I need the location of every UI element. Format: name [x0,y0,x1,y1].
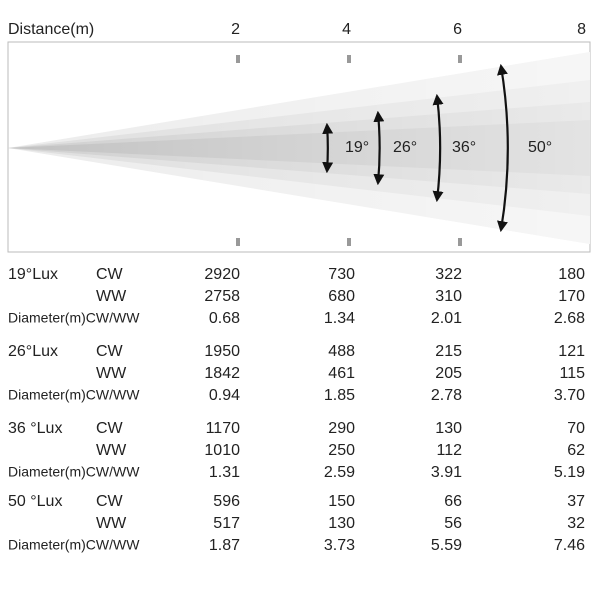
cell-value: 2.01 [431,310,462,327]
distance-label: Distance(m) [8,21,94,38]
cell-value: 2.78 [431,387,462,404]
row-label: Diameter(m)CW/WW [8,387,140,403]
cell-value: 180 [558,266,585,283]
cell-value: 290 [328,420,355,437]
cell-value: 2.68 [554,310,585,327]
group-label: 26°Lux [8,343,58,360]
cell-value: 730 [328,266,355,283]
beam-angle-label: 50° [528,139,552,156]
cell-value: 150 [328,493,355,510]
row-label: WW [96,515,127,532]
cell-value: 1170 [206,420,241,437]
row-label: CW [96,493,124,510]
cell-value: 1010 [204,442,240,459]
row-label: Diameter(m)CW/WW [8,464,140,480]
cell-value: 37 [567,493,585,510]
cell-value: 0.94 [209,387,240,404]
cell-value: 205 [435,365,462,382]
beam-angle-label: 26° [393,139,417,156]
row-label: CW [96,343,124,360]
cell-value: 461 [328,365,355,382]
distance-value: 8 [577,21,586,38]
cell-value: 1.34 [324,310,355,327]
row-label: CW [96,266,124,283]
row-label: WW [96,442,127,459]
beam-angle-label: 19° [345,139,369,156]
cell-value: 115 [559,365,585,382]
cell-value: 5.19 [554,464,585,481]
distance-value: 2 [231,21,240,38]
cell-value: 2758 [204,288,240,305]
cell-value: 112 [436,442,462,459]
distance-value: 4 [342,21,351,38]
distance-value: 6 [453,21,462,38]
cell-value: 2920 [204,266,240,283]
cell-value: 0.68 [209,310,240,327]
cell-value: 1.31 [209,464,240,481]
cell-value: 517 [213,515,240,532]
cell-value: 121 [558,343,585,360]
cell-value: 1.87 [209,537,240,554]
cell-value: 56 [444,515,462,532]
beam-arc [322,122,334,174]
cell-value: 32 [567,515,585,532]
cell-value: 488 [328,343,355,360]
cell-value: 322 [435,266,462,283]
cell-value: 5.59 [431,537,462,554]
cell-value: 310 [435,288,462,305]
cell-value: 2.59 [324,464,355,481]
content: 2 4 6 8 19° 26° 36° 50° 19°Lux CW 2920 730 322 180 WW 2… [8,21,586,554]
cell-value: 130 [328,515,355,532]
cell-value: 1842 [204,365,240,382]
cell-value: 1.85 [324,387,355,404]
beam-cone [8,52,590,244]
cell-value: 596 [213,493,240,510]
cell-value: 7.46 [554,537,585,554]
cell-value: 130 [435,420,462,437]
row-label: CW [96,420,124,437]
cell-value: 66 [444,493,462,510]
cell-value: 250 [328,442,355,459]
cell-value: 3.91 [431,464,462,481]
row-label: WW [96,288,127,305]
cell-value: 170 [558,288,585,305]
row-label: Diameter(m)CW/WW [8,537,140,553]
cell-value: 3.73 [324,537,355,554]
cell-value: 680 [328,288,355,305]
beam-arc [432,93,444,203]
group-label: 36 °Lux [8,420,62,437]
beam-angle-label: 36° [452,139,476,156]
distance-ticks [236,55,462,246]
row-label: Diameter(m)CW/WW [8,310,140,326]
beam-arc [497,63,509,233]
cell-value: 62 [567,442,585,459]
group-label: 50 °Lux [8,493,62,510]
beam-arc [373,110,385,186]
cell-value: 1950 [204,343,240,360]
group-label: 19°Lux [8,266,58,283]
cell-value: 3.70 [554,387,585,404]
row-label: WW [96,365,127,382]
cell-value: 215 [435,343,462,360]
cell-value: 70 [567,420,585,437]
